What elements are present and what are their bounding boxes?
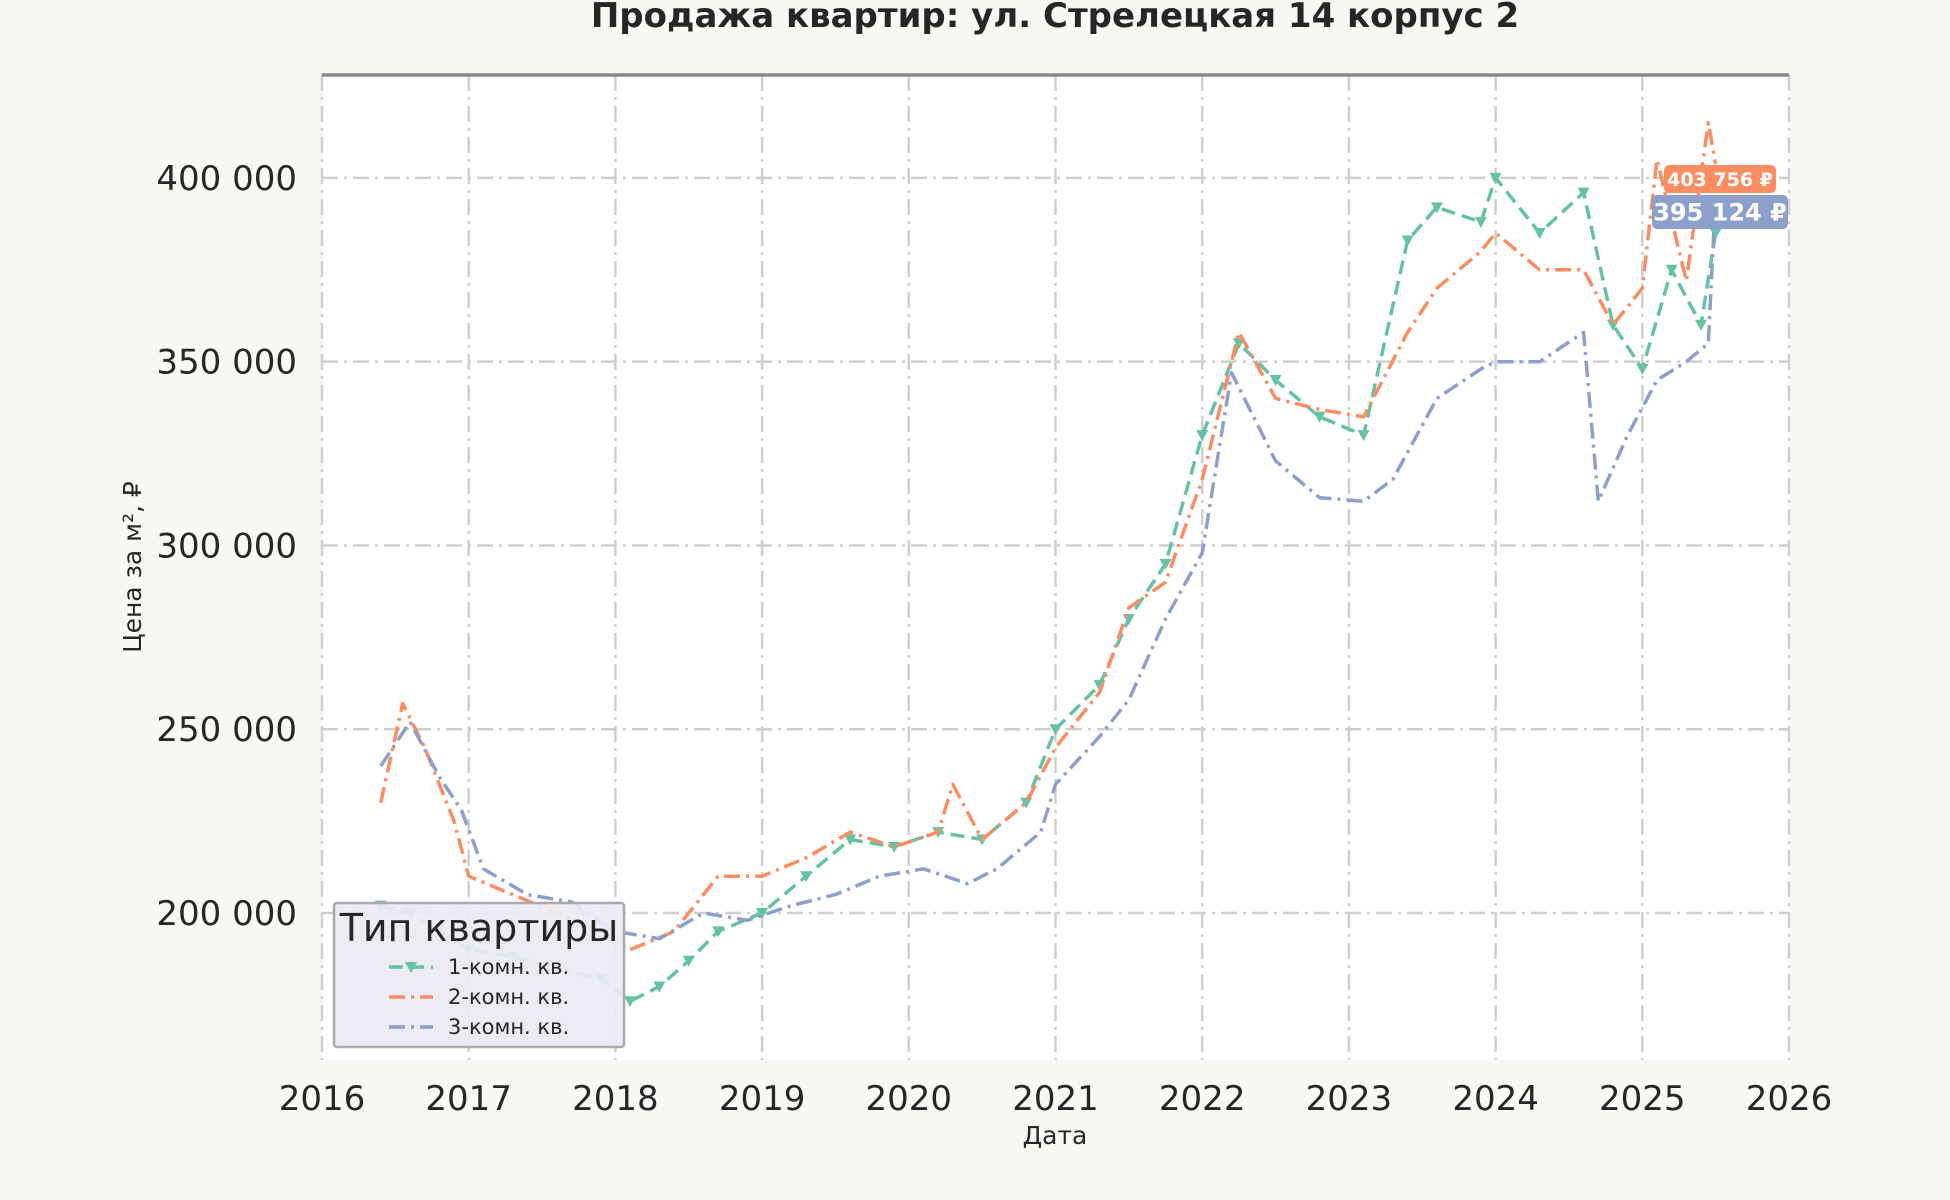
chart-title: Продажа квартир: ул. Стрелецкая 14 корпу…: [591, 0, 1519, 36]
data-point: [1159, 558, 1172, 570]
grid-lines: [320, 75, 1791, 1060]
legend-label: 1-комн. кв.: [448, 955, 569, 979]
x-tick-label: 2020: [866, 1079, 953, 1119]
data-point: [1577, 187, 1590, 199]
x-tick-label: 2017: [425, 1079, 512, 1119]
data-point: [1533, 228, 1546, 240]
y-tick-label: 350 000: [156, 343, 297, 383]
data-point: [682, 955, 695, 967]
data-point: [1049, 724, 1062, 736]
y-axis-ticks: 200 000 250 000 300 000 350 000 400 000: [156, 159, 297, 934]
data-point: [1489, 172, 1502, 184]
x-tick-label: 2022: [1159, 1079, 1246, 1119]
data-point: [653, 981, 666, 993]
data-point: [1694, 319, 1707, 331]
x-tick-label: 2016: [279, 1079, 366, 1119]
y-tick-label: 250 000: [156, 710, 297, 750]
y-tick-label: 300 000: [156, 526, 297, 566]
data-point: [1401, 235, 1414, 247]
data-point: [1196, 430, 1209, 442]
legend: Тип квартиры 1-комн. кв. 2-комн. кв. 3-ком…: [332, 901, 626, 1049]
x-tick-label: 2023: [1306, 1079, 1393, 1119]
data-point: [1636, 364, 1649, 376]
data-point: [1709, 228, 1722, 240]
y-axis-label: Цена за м², ₽: [118, 481, 147, 653]
x-tick-label: 2018: [572, 1079, 659, 1119]
value-badge-text: 395 124 ₽: [1653, 199, 1787, 227]
data-point: [1357, 430, 1370, 442]
x-tick-label: 2019: [719, 1079, 806, 1119]
data-point: [844, 834, 857, 846]
value-badges: 403 756 ₽ 395 124 ₽: [1652, 165, 1788, 229]
x-tick-label: 2024: [1452, 1079, 1539, 1119]
legend-box: [332, 901, 626, 1049]
x-tick-label: 2025: [1599, 1079, 1686, 1119]
x-axis-label: Дата: [1023, 1121, 1088, 1150]
data-point: [1269, 375, 1282, 387]
data-point: [1665, 264, 1678, 276]
data-point: [1430, 202, 1443, 214]
legend-marker: [405, 962, 417, 973]
data-point: [800, 871, 813, 883]
data-point: [756, 907, 769, 919]
data-point: [712, 926, 725, 938]
y-tick-label: 200 000: [156, 894, 297, 934]
legend-label: 3-комн. кв.: [448, 1015, 569, 1039]
data-point: [624, 996, 637, 1008]
legend-title: Тип квартиры: [339, 906, 619, 950]
data-point: [1474, 217, 1487, 229]
value-badge-bg: [1652, 195, 1788, 229]
x-axis-ticks: 2016 2017 2018 2019 2020 2021 2022 2023 2024 2025…: [279, 1079, 1833, 1119]
series-3: [379, 195, 1718, 941]
data-point: [1313, 411, 1326, 423]
x-tick-label: 2026: [1746, 1079, 1833, 1119]
data-point: [1020, 797, 1033, 809]
value-badge-text: 403 756 ₽: [1667, 169, 1773, 191]
legend-items: 1-комн. кв. 2-комн. кв. 3-комн. кв.: [389, 955, 569, 1039]
x-tick-label: 2021: [1012, 1079, 1099, 1119]
series-line: [379, 195, 1718, 941]
legend-label: 2-комн. кв.: [448, 985, 569, 1009]
value-badge-bg: [1664, 165, 1776, 193]
y-tick-label: 400 000: [156, 159, 297, 199]
